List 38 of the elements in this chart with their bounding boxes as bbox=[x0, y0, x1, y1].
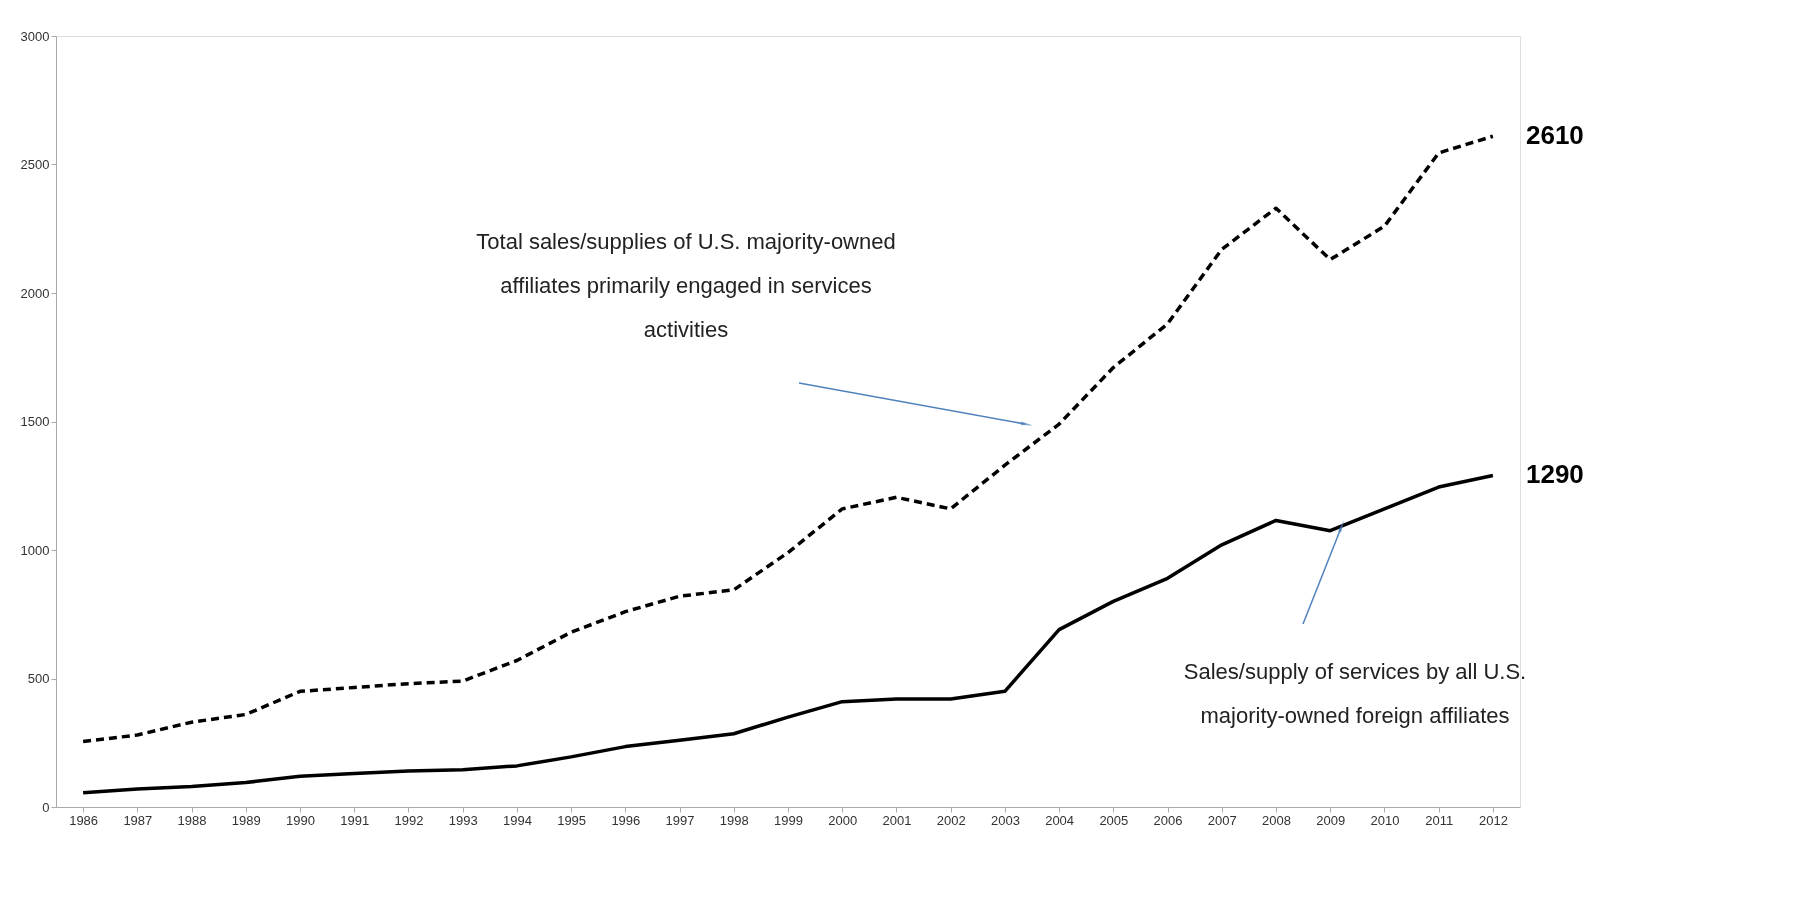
x-tick-label: 1987 bbox=[123, 812, 153, 828]
x-tick-label: 1993 bbox=[448, 812, 478, 828]
y-tick-label: 3000 bbox=[20, 28, 50, 44]
x-tick-label: 1991 bbox=[340, 812, 370, 828]
x-tick-label: 2001 bbox=[882, 812, 912, 828]
annotation: Total sales/supplies of U.S. majority-owned affiliates primarily engaged in services activities bbox=[476, 229, 896, 342]
x-tick-label: 2010 bbox=[1370, 812, 1400, 828]
x-tick-label: 2002 bbox=[936, 812, 966, 828]
y-tick-label: 2000 bbox=[20, 285, 50, 301]
annotation: Sales/supply of services by all U.S. majority-owned foreign affiliates bbox=[1183, 659, 1527, 728]
x-tick-label: 1994 bbox=[502, 812, 532, 828]
x-tick-label: 1995 bbox=[557, 812, 587, 828]
x-tick-label: 1989 bbox=[231, 812, 261, 828]
x-tick-label: 1986 bbox=[69, 812, 99, 828]
x-tick-label: 2008 bbox=[1262, 812, 1291, 828]
x-tick-label: 1996 bbox=[611, 812, 641, 828]
x-tick-label: 1988 bbox=[177, 812, 207, 828]
y-tick-label: 1500 bbox=[20, 414, 50, 429]
x-tick-label: 2003 bbox=[990, 812, 1020, 828]
x-tick-label: 1990 bbox=[286, 812, 315, 828]
x-tick-label: 2006 bbox=[1153, 812, 1183, 828]
x-tick-label: 2000 bbox=[828, 812, 858, 828]
y-tick-label: 1000 bbox=[20, 542, 50, 558]
x-tick-label: 2004 bbox=[1045, 812, 1075, 828]
y-tick-label: 2500 bbox=[20, 157, 50, 172]
x-tick-label: 2007 bbox=[1207, 812, 1237, 828]
x-tick-label: 2012 bbox=[1478, 812, 1508, 828]
x-tick-label: 2005 bbox=[1099, 812, 1129, 828]
x-tick-label: 1998 bbox=[719, 812, 749, 828]
data-label: 1290 bbox=[1525, 459, 1584, 490]
data-label: 2610 bbox=[1525, 120, 1584, 151]
y-tick-label: 0 bbox=[42, 799, 50, 815]
x-tick-label: 1999 bbox=[774, 812, 803, 828]
x-tick-label: 1992 bbox=[394, 812, 424, 828]
x-tick-label: 2009 bbox=[1316, 812, 1346, 828]
x-tick-label: 2011 bbox=[1425, 812, 1454, 828]
x-tick-label: 1997 bbox=[665, 812, 695, 828]
y-tick-label: 500 bbox=[27, 671, 50, 686]
